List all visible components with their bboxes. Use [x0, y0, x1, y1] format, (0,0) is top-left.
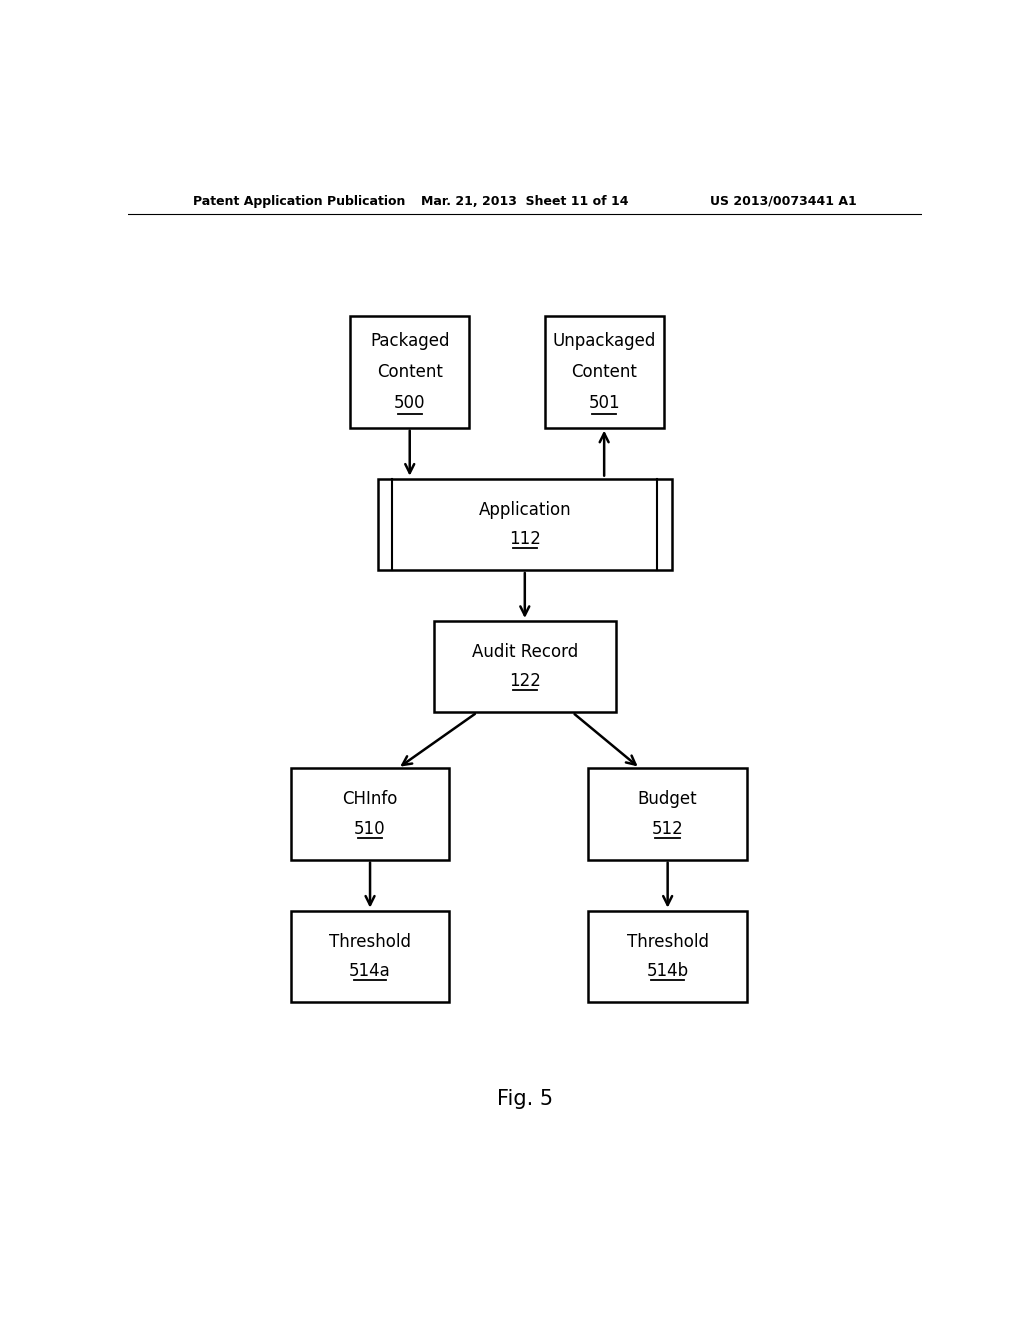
Bar [350, 315, 469, 428]
Text: Content: Content [571, 363, 637, 381]
Text: 122: 122 [509, 672, 541, 690]
Text: Application: Application [478, 500, 571, 519]
Text: 514b: 514b [646, 962, 689, 979]
Bar [378, 479, 672, 570]
Text: Packaged: Packaged [370, 331, 450, 350]
Bar [588, 911, 748, 1002]
Bar [433, 620, 616, 713]
Text: Budget: Budget [638, 791, 697, 808]
Text: 112: 112 [509, 529, 541, 548]
Text: CHInfo: CHInfo [342, 791, 397, 808]
Text: 500: 500 [394, 395, 426, 412]
Text: US 2013/0073441 A1: US 2013/0073441 A1 [710, 194, 856, 207]
Text: Unpackaged: Unpackaged [553, 331, 655, 350]
Text: 510: 510 [354, 820, 386, 838]
Text: Threshold: Threshold [627, 933, 709, 950]
Text: Mar. 21, 2013  Sheet 11 of 14: Mar. 21, 2013 Sheet 11 of 14 [421, 194, 629, 207]
Text: Content: Content [377, 363, 442, 381]
Text: Audit Record: Audit Record [472, 643, 578, 661]
Bar [588, 768, 748, 859]
Text: Threshold: Threshold [329, 933, 411, 950]
Text: 514a: 514a [349, 962, 391, 979]
Text: Fig. 5: Fig. 5 [497, 1089, 553, 1109]
Bar [291, 768, 450, 859]
Bar [545, 315, 664, 428]
Bar [291, 911, 450, 1002]
Text: 501: 501 [589, 395, 620, 412]
Text: 512: 512 [651, 820, 684, 838]
Text: Patent Application Publication: Patent Application Publication [194, 194, 406, 207]
